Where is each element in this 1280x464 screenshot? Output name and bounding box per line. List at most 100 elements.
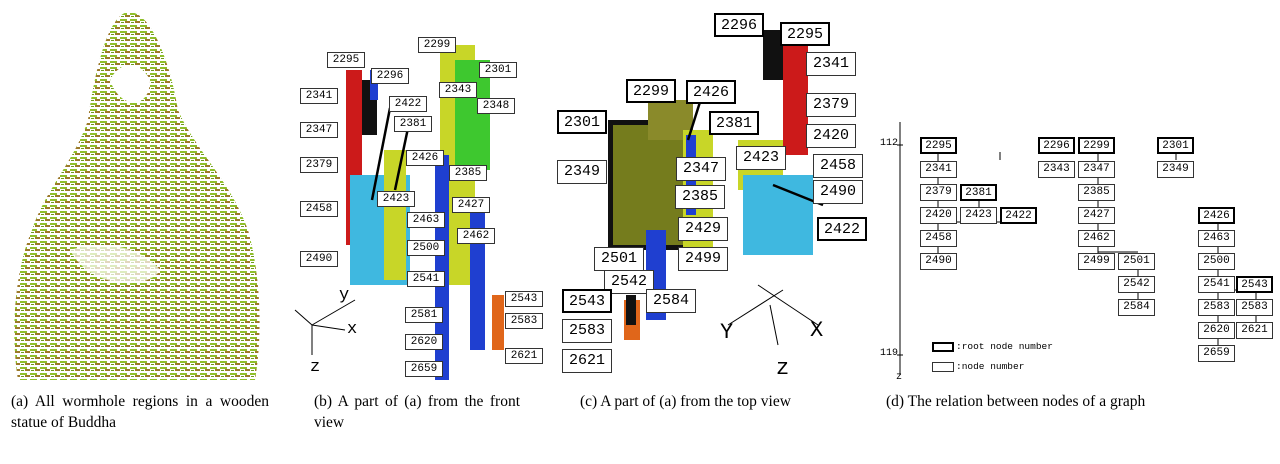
node-2420: 2420 <box>920 207 957 224</box>
node-2490: 2490 <box>920 253 957 270</box>
caption-b: (b) A part of (a) from the front view <box>314 393 520 431</box>
root-node-2543: 2543 <box>1236 276 1273 293</box>
node-2423: 2423 <box>377 191 415 207</box>
front-view-figure <box>294 45 504 380</box>
z-axis-label: z <box>896 372 903 383</box>
node-2343: 2343 <box>1038 161 1075 178</box>
panel-a: (a) All wormhole regions in a wooden sta… <box>0 0 290 464</box>
node-2385: 2385 <box>1078 184 1115 201</box>
node-2583: 2583 <box>505 313 543 329</box>
node-2620: 2620 <box>1198 322 1235 339</box>
node-2463: 2463 <box>407 212 445 228</box>
node-2659: 2659 <box>1198 345 1235 362</box>
node-2500: 2500 <box>407 240 445 256</box>
root-node-2299: 2299 <box>626 79 676 103</box>
node-2621: 2621 <box>562 349 612 373</box>
node-2301: 2301 <box>479 62 517 78</box>
root-node-2422: 2422 <box>817 217 867 241</box>
root-node-2381: 2381 <box>709 111 759 135</box>
node-2427: 2427 <box>452 197 490 213</box>
node-2584: 2584 <box>1118 299 1155 316</box>
node-2458: 2458 <box>300 201 338 217</box>
node-2501: 2501 <box>1118 253 1155 270</box>
root-node-2301: 2301 <box>557 110 607 134</box>
z-axis-top-label: 112 <box>880 138 899 149</box>
buddha-wormhole-figure <box>14 11 260 381</box>
caption-c: (c) A part of (a) from the top view <box>580 393 791 410</box>
node-2348: 2348 <box>477 98 515 114</box>
node-2501: 2501 <box>594 247 644 271</box>
axis-x-label: X <box>810 318 824 343</box>
node-2385: 2385 <box>675 185 725 209</box>
node-2299: 2299 <box>418 37 456 53</box>
node-2381: 2381 <box>394 116 432 132</box>
node-2620: 2620 <box>405 334 443 350</box>
panel-c: 2296 2295 2341 2299 2426 2301 2381 2379 … <box>548 0 888 464</box>
legend-root-label: :root node number <box>956 341 1053 352</box>
node-2584: 2584 <box>646 289 696 313</box>
node-2659: 2659 <box>405 361 443 377</box>
node-2426: 2426 <box>406 150 444 166</box>
node-2583-right: 2583 <box>1236 299 1273 316</box>
node-2347: 2347 <box>300 122 338 138</box>
node-2296: 2296 <box>371 68 409 84</box>
node-2420: 2420 <box>806 124 856 148</box>
node-2463: 2463 <box>1198 230 1235 247</box>
node-2295: 2295 <box>327 52 365 68</box>
root-node-2295: 2295 <box>780 22 830 46</box>
node-2500: 2500 <box>1198 253 1235 270</box>
node-2385: 2385 <box>449 165 487 181</box>
node-2379: 2379 <box>920 184 957 201</box>
root-node-2381: 2381 <box>960 184 997 201</box>
axis-z-label: z <box>776 356 790 381</box>
root-node-2296: 2296 <box>714 13 764 37</box>
root-node-2301: 2301 <box>1157 137 1194 154</box>
node-2542: 2542 <box>1118 276 1155 293</box>
node-2429: 2429 <box>678 217 728 241</box>
root-node-2426: 2426 <box>1198 207 1235 224</box>
root-node-2426: 2426 <box>686 80 736 104</box>
node-2427: 2427 <box>1078 207 1115 224</box>
node-2379: 2379 <box>300 157 338 173</box>
panel-d: 112 119 z 2295 2341 2379 2381 2420 2423 … <box>880 0 1280 464</box>
node-2349: 2349 <box>557 160 607 184</box>
root-node-2422: 2422 <box>1000 207 1037 224</box>
z-axis-bottom-label: 119 <box>880 348 899 359</box>
axis-x-label: x <box>347 320 358 339</box>
node-2490: 2490 <box>813 180 863 204</box>
node-2621: 2621 <box>505 348 543 364</box>
node-2349: 2349 <box>1157 161 1194 178</box>
node-2499: 2499 <box>678 247 728 271</box>
node-2621: 2621 <box>1236 322 1273 339</box>
root-node-2543: 2543 <box>562 289 612 313</box>
node-2347: 2347 <box>676 157 726 181</box>
root-node-2299: 2299 <box>1078 137 1115 154</box>
node-2462: 2462 <box>1078 230 1115 247</box>
node-2541: 2541 <box>1198 276 1235 293</box>
node-2341: 2341 <box>920 161 957 178</box>
axis-y-label: y <box>339 286 350 305</box>
node-2347: 2347 <box>1078 161 1115 178</box>
node-2458: 2458 <box>920 230 957 247</box>
node-2490: 2490 <box>300 251 338 267</box>
caption-a: (a) All wormhole regions in a wooden sta… <box>11 393 269 431</box>
node-2543: 2543 <box>505 291 543 307</box>
legend-node-swatch <box>932 362 954 372</box>
node-2343: 2343 <box>439 82 477 98</box>
caption-d: (d) The relation between nodes of a grap… <box>886 393 1146 410</box>
root-node-2295: 2295 <box>920 137 957 154</box>
node-2423: 2423 <box>960 207 997 224</box>
node-2542: 2542 <box>604 270 654 294</box>
node-2379: 2379 <box>806 93 856 117</box>
legend-node-label: :node number <box>956 361 1025 372</box>
node-2583: 2583 <box>562 319 612 343</box>
node-2462: 2462 <box>457 228 495 244</box>
node-2422: 2422 <box>389 96 427 112</box>
node-2499: 2499 <box>1078 253 1115 270</box>
node-2423: 2423 <box>736 146 786 170</box>
node-2341: 2341 <box>806 52 856 76</box>
axis-y-label: Y <box>720 320 734 345</box>
node-2541: 2541 <box>407 271 445 287</box>
node-2341: 2341 <box>300 88 338 104</box>
legend-root-swatch <box>932 342 954 352</box>
